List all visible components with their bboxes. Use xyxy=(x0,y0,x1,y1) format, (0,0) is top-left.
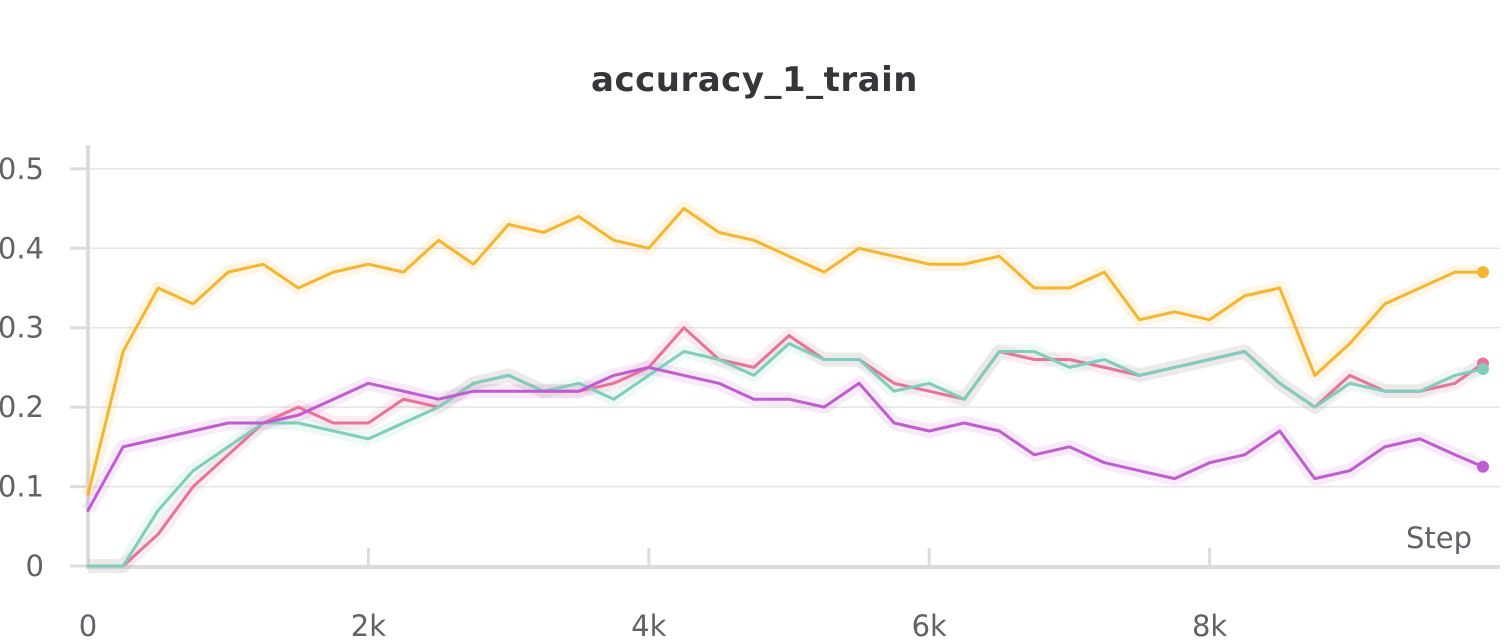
y-tick-label: 0.4 xyxy=(0,231,44,265)
y-tick-label: 0.5 xyxy=(0,152,44,186)
series-0-end-point[interactable] xyxy=(1476,266,1489,279)
x-tick-label: 6k xyxy=(912,609,947,642)
y-tick-label: 0.3 xyxy=(0,311,44,345)
series-0-line[interactable] xyxy=(86,207,1485,496)
series-2-end-point[interactable] xyxy=(1476,363,1489,376)
series-2-line[interactable] xyxy=(86,342,1485,568)
y-tick-label: 0.2 xyxy=(0,390,44,424)
y-tick-label: 0 xyxy=(26,549,44,583)
x-tick-label: 2k xyxy=(351,609,386,642)
x-tick-label: 4k xyxy=(631,609,666,642)
series-3-line[interactable] xyxy=(86,365,1485,512)
tick-labels: 0 0.1 0.2 0.3 0.4 0.5 0 2k 4k 6k 8k xyxy=(0,152,1227,642)
x-tick-label: 0 xyxy=(79,609,97,642)
series-3-end-point[interactable] xyxy=(1476,460,1489,473)
axes xyxy=(70,145,1500,569)
chart-title: accuracy_1_train xyxy=(591,60,918,100)
series-1-line[interactable] xyxy=(86,326,1485,568)
y-tick-label: 0.1 xyxy=(0,470,44,504)
series-3-raw-band xyxy=(81,360,1486,514)
gridlines xyxy=(88,168,1500,488)
series-1-raw-band xyxy=(88,320,1488,573)
x-axis-label: Step xyxy=(1406,521,1472,555)
x-tick-label: 8k xyxy=(1192,609,1227,642)
series-lines[interactable] xyxy=(81,201,1489,573)
